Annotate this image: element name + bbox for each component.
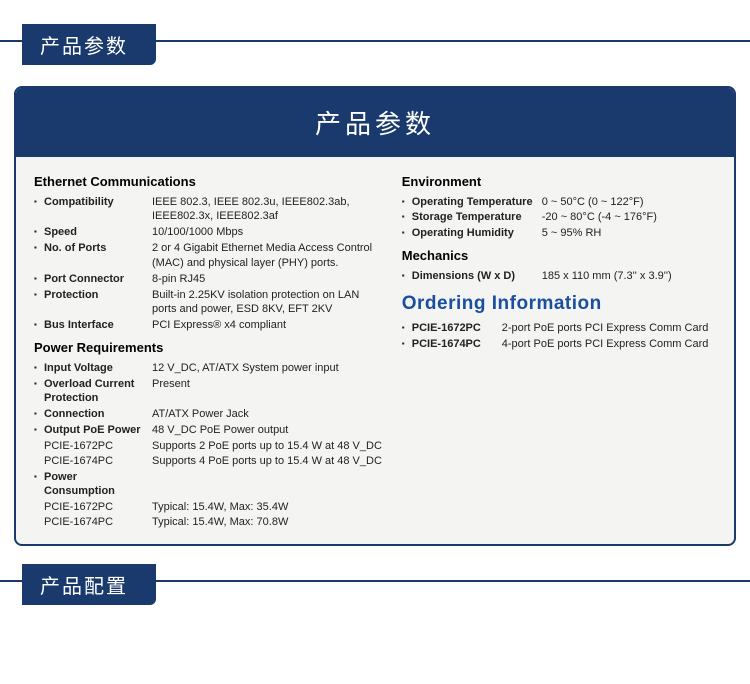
section-tab-params: 产品参数 <box>22 24 156 65</box>
label-ports: No. of Ports <box>44 241 152 256</box>
row-st-temp: ▪ Storage Temperature -20 ~ 80°C (-4 ~ 1… <box>402 210 720 225</box>
row-output-poe: ▪ Output PoE Power 48 V_DC PoE Power out… <box>34 423 386 438</box>
spec-col-left: Ethernet Communications ▪ Compatibility … <box>34 167 396 530</box>
row-cons-1672: PCIE-1672PC Typical: 15.4W, Max: 35.4W <box>44 500 386 515</box>
row-cons-1674: PCIE-1674PC Typical: 15.4W, Max: 70.8W <box>44 515 386 530</box>
row-ports: ▪ No. of Ports 2 or 4 Gigabit Ethernet M… <box>34 241 386 271</box>
row-poe-1674: PCIE-1674PC Supports 4 PoE ports up to 1… <box>44 454 386 469</box>
section-bar-config: 产品配置 <box>0 564 750 600</box>
bullet-icon: ▪ <box>34 225 44 238</box>
spec-body: Ethernet Communications ▪ Compatibility … <box>16 157 734 544</box>
bullet-icon: ▪ <box>34 288 44 301</box>
value-connection: AT/ATX Power Jack <box>152 407 386 422</box>
value-st-temp: -20 ~ 80°C (-4 ~ 176°F) <box>542 210 720 225</box>
section-tab-config: 产品配置 <box>22 564 156 605</box>
bullet-icon: ▪ <box>402 210 412 223</box>
value-order-1674: 4-port PoE ports PCI Express Comm Card <box>502 337 720 352</box>
spec-col-right: Environment ▪ Operating Temperature 0 ~ … <box>396 167 720 530</box>
value-cons-1674: Typical: 15.4W, Max: 70.8W <box>152 515 386 530</box>
bullet-icon: ▪ <box>402 321 412 334</box>
row-bus: ▪ Bus Interface PCI Express® x4 complian… <box>34 318 386 333</box>
group-power: Power Requirements <box>34 339 386 357</box>
label-order-1672: PCIE-1672PC <box>412 321 502 336</box>
panel-title: 产品参数 <box>16 88 734 157</box>
value-connector: 8-pin RJ45 <box>152 272 386 287</box>
bullet-icon: ▪ <box>34 407 44 420</box>
value-order-1672: 2-port PoE ports PCI Express Comm Card <box>502 321 720 336</box>
label-consumption: Power Consumption <box>44 470 152 500</box>
label-poe-1674: PCIE-1674PC <box>44 454 152 469</box>
bullet-icon: ▪ <box>34 470 44 483</box>
spec-panel: 产品参数 Ethernet Communications ▪ Compatibi… <box>14 86 736 546</box>
label-input-voltage: Input Voltage <box>44 361 152 376</box>
bullet-icon: ▪ <box>34 361 44 374</box>
label-speed: Speed <box>44 225 152 240</box>
row-speed: ▪ Speed 10/100/1000 Mbps <box>34 225 386 240</box>
bullet-icon: ▪ <box>402 269 412 282</box>
label-order-1674: PCIE-1674PC <box>412 337 502 352</box>
label-connection: Connection <box>44 407 152 422</box>
group-mech: Mechanics <box>402 247 720 265</box>
label-bus: Bus Interface <box>44 318 152 333</box>
value-bus: PCI Express® x4 compliant <box>152 318 386 333</box>
label-connector: Port Connector <box>44 272 152 287</box>
label-op-temp: Operating Temperature <box>412 195 542 210</box>
bullet-icon: ▪ <box>34 377 44 390</box>
value-ports: 2 or 4 Gigabit Ethernet Media Access Con… <box>152 241 386 271</box>
bullet-icon: ▪ <box>34 195 44 208</box>
row-humidity: ▪ Operating Humidity 5 ~ 95% RH <box>402 226 720 241</box>
label-dims: Dimensions (W x D) <box>412 269 542 284</box>
label-cons-1674: PCIE-1674PC <box>44 515 152 530</box>
label-cons-1672: PCIE-1672PC <box>44 500 152 515</box>
bullet-icon: ▪ <box>402 195 412 208</box>
row-protection: ▪ Protection Built-in 2.25KV isolation p… <box>34 288 386 318</box>
group-ordering: Ordering Information <box>402 291 720 317</box>
value-output-poe: 48 V_DC PoE Power output <box>152 423 386 438</box>
value-overload: Present <box>152 377 386 392</box>
group-env: Environment <box>402 173 720 191</box>
section-bar-params: 产品参数 <box>0 24 750 60</box>
label-overload: Overload Current Protection <box>44 377 152 407</box>
value-compatibility: IEEE 802.3, IEEE 802.3u, IEEE802.3ab, IE… <box>152 195 386 225</box>
row-op-temp: ▪ Operating Temperature 0 ~ 50°C (0 ~ 12… <box>402 195 720 210</box>
bullet-icon: ▪ <box>34 423 44 436</box>
row-overload: ▪ Overload Current Protection Present <box>34 377 386 407</box>
bullet-icon: ▪ <box>34 272 44 285</box>
bullet-icon: ▪ <box>402 226 412 239</box>
label-output-poe: Output PoE Power <box>44 423 152 438</box>
row-input-voltage: ▪ Input Voltage 12 V_DC, AT/ATX System p… <box>34 361 386 376</box>
label-humidity: Operating Humidity <box>412 226 542 241</box>
value-poe-1672: Supports 2 PoE ports up to 15.4 W at 48 … <box>152 439 386 454</box>
row-connector: ▪ Port Connector 8-pin RJ45 <box>34 272 386 287</box>
row-dims: ▪ Dimensions (W x D) 185 x 110 mm (7.3''… <box>402 269 720 284</box>
row-order-1674: ▪ PCIE-1674PC 4-port PoE ports PCI Expre… <box>402 337 720 352</box>
row-consumption: ▪ Power Consumption <box>34 470 386 500</box>
label-st-temp: Storage Temperature <box>412 210 542 225</box>
value-humidity: 5 ~ 95% RH <box>542 226 720 241</box>
row-connection: ▪ Connection AT/ATX Power Jack <box>34 407 386 422</box>
row-compatibility: ▪ Compatibility IEEE 802.3, IEEE 802.3u,… <box>34 195 386 225</box>
label-compatibility: Compatibility <box>44 195 152 210</box>
row-poe-1672: PCIE-1672PC Supports 2 PoE ports up to 1… <box>44 439 386 454</box>
value-speed: 10/100/1000 Mbps <box>152 225 386 240</box>
value-poe-1674: Supports 4 PoE ports up to 15.4 W at 48 … <box>152 454 386 469</box>
value-protection: Built-in 2.25KV isolation protection on … <box>152 288 386 318</box>
value-dims: 185 x 110 mm (7.3'' x 3.9'') <box>542 269 720 284</box>
row-order-1672: ▪ PCIE-1672PC 2-port PoE ports PCI Expre… <box>402 321 720 336</box>
bullet-icon: ▪ <box>34 318 44 331</box>
value-input-voltage: 12 V_DC, AT/ATX System power input <box>152 361 386 376</box>
value-op-temp: 0 ~ 50°C (0 ~ 122°F) <box>542 195 720 210</box>
bullet-icon: ▪ <box>402 337 412 350</box>
label-protection: Protection <box>44 288 152 303</box>
value-cons-1672: Typical: 15.4W, Max: 35.4W <box>152 500 386 515</box>
bullet-icon: ▪ <box>34 241 44 254</box>
label-poe-1672: PCIE-1672PC <box>44 439 152 454</box>
group-ethernet: Ethernet Communications <box>34 173 386 191</box>
